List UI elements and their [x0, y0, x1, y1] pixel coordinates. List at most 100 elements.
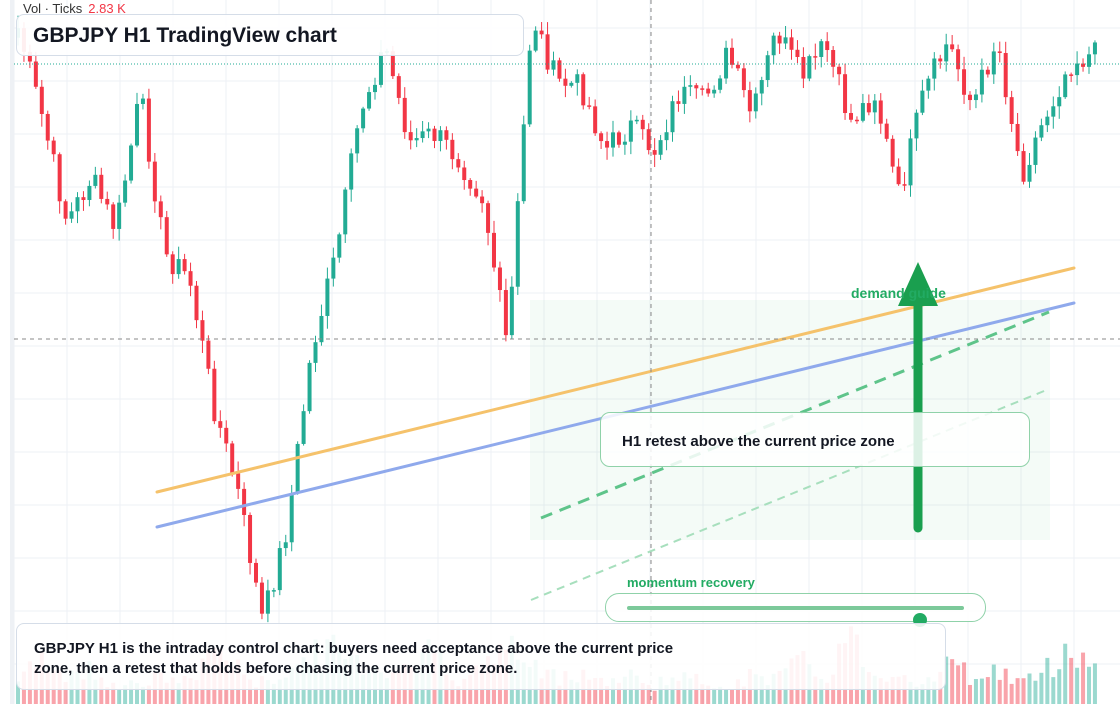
- volume-bar: [956, 665, 961, 704]
- candle-body: [462, 167, 467, 181]
- volume-bar: [979, 678, 984, 704]
- candle-body: [712, 89, 717, 94]
- candle-body: [515, 201, 520, 287]
- volume-bar: [950, 659, 955, 704]
- volume-bar: [450, 680, 455, 704]
- candle-body: [777, 35, 782, 44]
- candle-body: [1063, 74, 1068, 98]
- candle-body: [503, 290, 508, 336]
- volume-bar: [1033, 680, 1038, 704]
- volume-bar: [575, 682, 580, 704]
- candle-body: [420, 131, 425, 139]
- candle-body: [367, 92, 372, 109]
- volume-bar: [248, 679, 253, 704]
- candle-body: [75, 197, 80, 212]
- candle-body: [81, 197, 86, 200]
- retest-callout[interactable]: H1 retest above the current price zone: [600, 412, 1030, 467]
- volume-bar: [105, 687, 110, 704]
- volume-bar: [890, 677, 895, 704]
- momentum-slider[interactable]: [605, 593, 986, 627]
- candle-body: [170, 254, 175, 275]
- candle-body: [884, 123, 889, 139]
- volume-bar: [1015, 678, 1020, 704]
- candle-body: [1033, 137, 1038, 165]
- candle-body: [551, 60, 556, 70]
- summary-card: GBPJPY H1 is the intraday control chart:…: [16, 623, 946, 690]
- volume-bar: [616, 682, 621, 704]
- candle-body: [1081, 63, 1086, 67]
- candle-body: [985, 69, 990, 75]
- dashed-support-line[interactable]: [540, 310, 1050, 520]
- candle-body: [135, 103, 139, 146]
- volume-bar: [944, 656, 949, 704]
- volume-bar: [1087, 666, 1091, 704]
- candle-body: [63, 201, 68, 219]
- candle-body: [289, 493, 294, 543]
- candle-body: [1009, 97, 1014, 124]
- volume-bar: [1027, 673, 1032, 704]
- volume-bar: [63, 681, 68, 704]
- candle-body: [658, 140, 663, 155]
- candle-body: [224, 427, 229, 444]
- candle-body: [533, 30, 538, 51]
- volume-bar: [593, 677, 598, 704]
- volume-bar: [1051, 677, 1056, 704]
- candle-body: [700, 88, 705, 90]
- volume-bar: [664, 685, 669, 704]
- volume-indicator-header[interactable]: Vol · Ticks 2.83 K: [23, 1, 126, 16]
- candle-body: [789, 37, 794, 50]
- volume-bar: [456, 686, 461, 704]
- candle-body: [497, 267, 502, 291]
- volume-bar: [640, 683, 645, 704]
- candle-body: [527, 50, 532, 125]
- candle-body: [575, 74, 580, 83]
- candle-body: [914, 112, 919, 139]
- volume-bar: [271, 683, 276, 704]
- candle-body: [605, 141, 610, 148]
- demand-guide-label: demand guide: [851, 285, 946, 301]
- candle-body: [396, 76, 401, 98]
- candle-body: [1039, 125, 1044, 138]
- chart-title-card[interactable]: GBPJPY H1 TradingView chart: [16, 14, 524, 56]
- price-candles: [16, 15, 1097, 623]
- candle-body: [194, 285, 199, 321]
- candle-body: [295, 443, 300, 494]
- volume-bar: [926, 677, 931, 704]
- candle-body: [283, 542, 288, 549]
- candle-body: [646, 129, 651, 151]
- candle-body: [545, 34, 550, 70]
- candle-body: [99, 174, 104, 199]
- candle-body: [93, 174, 98, 186]
- volume-bar: [1021, 678, 1026, 704]
- volume-bar: [1039, 672, 1044, 704]
- volume-bar: [384, 678, 389, 704]
- candle-body: [1057, 97, 1062, 107]
- bullish-arrow-icon[interactable]: [898, 262, 938, 306]
- candle-body: [866, 103, 871, 113]
- candle-body: [854, 119, 859, 122]
- volume-bar: [81, 679, 86, 704]
- candle-body: [158, 201, 163, 218]
- candle-body: [1069, 74, 1074, 76]
- volume-bar: [825, 682, 830, 704]
- candle-body: [765, 55, 770, 81]
- volume-bar: [884, 681, 889, 704]
- volume-bar: [968, 684, 972, 704]
- volume-bar: [129, 680, 134, 704]
- summary-text: GBPJPY H1 is the intraday control chart:…: [34, 640, 674, 677]
- candle-body: [771, 35, 776, 56]
- candle-body: [265, 590, 270, 614]
- volume-bar: [741, 686, 746, 704]
- candle-body: [724, 47, 729, 79]
- volume-bar: [765, 685, 770, 704]
- volume-bar: [878, 678, 883, 704]
- volume-bar: [652, 690, 657, 704]
- candle-body: [1003, 52, 1008, 98]
- candle-body: [408, 132, 413, 141]
- candle-body: [325, 278, 330, 316]
- candle-body: [1027, 164, 1032, 182]
- candle-body: [593, 106, 598, 134]
- volume-bar: [259, 676, 264, 704]
- candle-body: [979, 69, 984, 95]
- volume-bar: [99, 677, 104, 704]
